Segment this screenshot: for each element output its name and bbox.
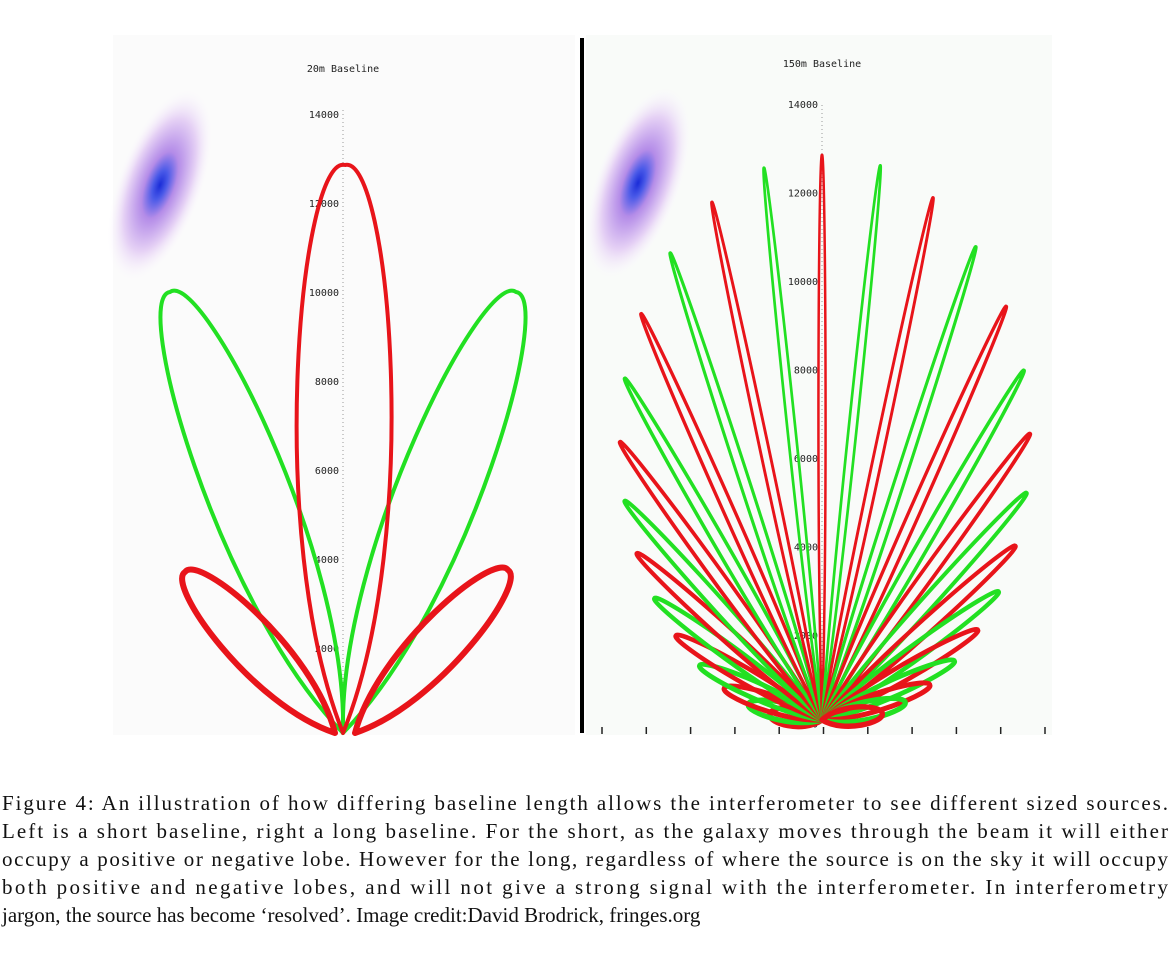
lobe — [652, 595, 825, 723]
y-tick-label: 12000 — [309, 199, 339, 210]
y-tick-label: 14000 — [309, 110, 339, 121]
y-tick-label: 4000 — [315, 555, 339, 566]
left-panel: 14000 12000 10000 8000 6000 4000 2000 — [158, 110, 528, 736]
lobe — [820, 431, 1033, 722]
lobe — [819, 589, 1001, 723]
panel-title: 150m Baseline — [783, 59, 861, 70]
lobe — [179, 566, 338, 736]
lobe — [294, 162, 394, 735]
lobe — [352, 564, 514, 736]
y-tick-label: 8000 — [794, 366, 818, 377]
lobe — [617, 440, 824, 722]
y-tick-label: 10000 — [788, 277, 818, 288]
lobe — [817, 153, 827, 722]
lobe — [819, 657, 957, 723]
lobe — [340, 288, 528, 735]
y-tick-label: 10000 — [309, 288, 339, 299]
lobe — [697, 661, 825, 723]
lobe — [819, 543, 1018, 723]
caption-line: Left is a short baseline, right a long b… — [2, 819, 1168, 843]
y-tick-label: 2000 — [315, 644, 339, 655]
y-tick-label: 6000 — [315, 466, 339, 477]
caption-line: both positive and negative lobes, and wi… — [2, 875, 1169, 899]
lobe — [668, 251, 824, 722]
lobe — [820, 164, 883, 722]
caption-line: Figure 4: An illustration of how differi… — [2, 791, 1168, 815]
lobe — [762, 166, 824, 722]
caption-line: jargon, the source has become ‘resolved’… — [1, 903, 701, 927]
galaxy-image — [107, 89, 213, 281]
y-tick-label: 4000 — [794, 543, 818, 554]
y-tick-label: 8000 — [315, 377, 339, 388]
galaxy-image — [585, 87, 691, 279]
lobe — [820, 304, 1009, 722]
lobe — [819, 704, 885, 729]
lobe — [820, 196, 935, 722]
lobe — [710, 200, 824, 722]
y-tick-label: 14000 — [788, 100, 818, 111]
caption: Figure 4: An illustration of how differi… — [1, 791, 1169, 927]
lobe — [819, 680, 933, 723]
panel-title: 20m Baseline — [307, 64, 379, 75]
lobe — [622, 376, 824, 722]
caption-line: occupy a positive or negative lobe. Howe… — [2, 847, 1169, 871]
lobe — [158, 288, 346, 735]
lobe — [820, 245, 978, 722]
lobe — [639, 312, 824, 722]
y-tick-label: 12000 — [788, 189, 818, 200]
y-tick-label: 6000 — [794, 454, 818, 465]
lobe — [820, 368, 1026, 722]
